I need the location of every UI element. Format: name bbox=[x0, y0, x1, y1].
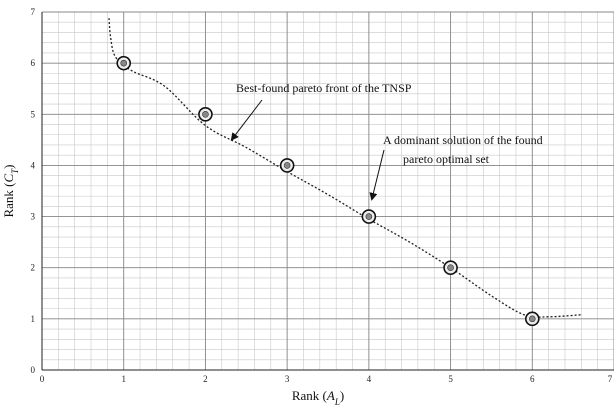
x-tick-label: 1 bbox=[121, 374, 126, 384]
tick-labels: 0 1 2 3 4 5 6 7 0 1 2 3 4 5 6 7 bbox=[31, 7, 613, 384]
annotation-dominant-line2: pareto optimal set bbox=[403, 152, 490, 166]
annotation-arrow-dominant bbox=[369, 149, 385, 201]
solution-point bbox=[447, 264, 454, 272]
y-tick-label: 2 bbox=[31, 263, 36, 273]
annotations: Best-found pareto front of the TNSP A dom… bbox=[230, 81, 543, 201]
y-tick-label: 0 bbox=[31, 365, 36, 375]
y-tick-label: 6 bbox=[31, 58, 36, 68]
solution-point bbox=[365, 213, 373, 220]
solution-point bbox=[528, 315, 536, 323]
x-tick-label: 4 bbox=[367, 374, 372, 384]
x-tick-label: 2 bbox=[203, 374, 208, 384]
solution-point bbox=[120, 59, 128, 67]
x-tick-label: 0 bbox=[40, 374, 45, 384]
x-tick-label: 5 bbox=[448, 374, 453, 384]
y-axis-label: Rank (CT) bbox=[1, 164, 20, 217]
y-tick-label: 3 bbox=[31, 212, 36, 222]
solution-point bbox=[202, 110, 209, 118]
x-axis-label: Rank (AL) bbox=[292, 388, 344, 405]
major-gridlines bbox=[41, 11, 614, 371]
x-tick-label: 3 bbox=[285, 374, 290, 384]
y-tick-label: 5 bbox=[31, 109, 36, 119]
annotation-dominant-line1: A dominant solution of the found bbox=[383, 133, 543, 147]
y-tick-label: 4 bbox=[31, 160, 36, 170]
solution-points bbox=[116, 55, 540, 327]
y-tick-label: 1 bbox=[31, 314, 36, 324]
y-tick-label: 7 bbox=[31, 7, 36, 17]
x-tick-label: 7 bbox=[608, 374, 613, 384]
axes bbox=[41, 12, 614, 371]
annotation-arrow-pareto-front bbox=[230, 99, 263, 141]
x-tick-label: 6 bbox=[530, 374, 535, 384]
annotation-pareto-front: Best-found pareto front of the TNSP bbox=[236, 81, 412, 95]
solution-point bbox=[283, 162, 291, 169]
